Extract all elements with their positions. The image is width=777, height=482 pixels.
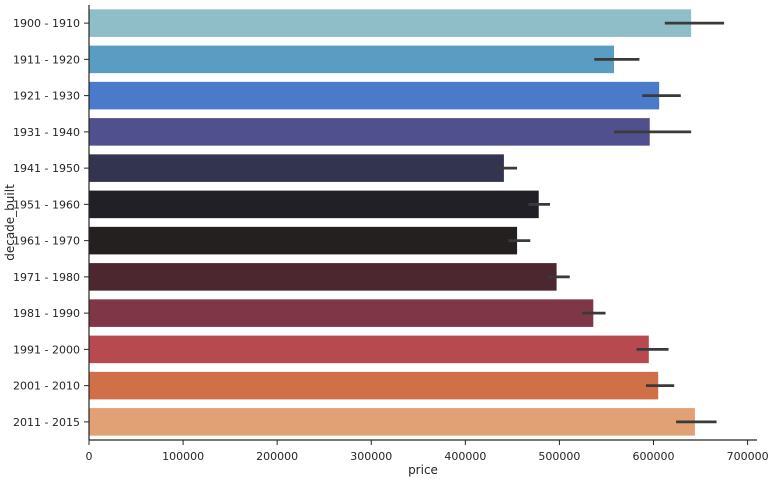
bar-3 (89, 81, 660, 110)
y-tick-label: 1911 - 1920 (13, 53, 80, 66)
bar-6 (89, 190, 539, 219)
bars-group (89, 9, 695, 436)
x-tick-label: 400000 (444, 450, 486, 463)
y-axis-label: decade_built (3, 184, 17, 261)
x-tick-label: 700000 (727, 450, 769, 463)
bar-12 (89, 408, 695, 436)
bar-8 (89, 263, 557, 291)
error-bars-group (494, 21, 725, 424)
bar-7 (89, 226, 518, 255)
x-tick-label: 600000 (633, 450, 675, 463)
bar-9 (89, 299, 594, 327)
y-tick-label: 1981 - 1990 (13, 307, 80, 320)
bar-11 (89, 371, 659, 400)
y-tick-label: 2001 - 2010 (13, 380, 80, 393)
y-tick-label: 1941 - 1950 (13, 162, 80, 175)
y-tick-label: 1971 - 1980 (13, 271, 80, 284)
x-ticks-group: 0 100000 200000 300000 400000 500000 600000 700… (86, 440, 769, 463)
y-tick-label: 2011 - 2015 (13, 416, 80, 429)
x-tick-label: 0 (86, 450, 93, 463)
y-tick-label: 1931 - 1940 (13, 126, 80, 139)
x-tick-label: 100000 (162, 450, 204, 463)
y-ticks-group: 1900 - 1910 1911 - 1920 1921 - 1930 1931 - … (13, 17, 89, 429)
bar-2 (89, 45, 614, 74)
y-tick-label: 1961 - 1970 (13, 235, 80, 248)
bar-1 (89, 9, 692, 37)
x-axis-label: price (408, 463, 438, 477)
x-tick-label: 300000 (350, 450, 392, 463)
y-tick-label: 1991 - 2000 (13, 343, 80, 356)
bar-10 (89, 335, 649, 364)
x-tick-label: 500000 (538, 450, 580, 463)
y-tick-label: 1900 - 1910 (13, 17, 80, 30)
bar-5 (89, 154, 504, 182)
y-tick-label: 1921 - 1930 (13, 90, 80, 103)
y-tick-label: 1951 - 1960 (13, 198, 80, 211)
x-tick-label: 200000 (256, 450, 298, 463)
bar-4 (89, 118, 650, 146)
